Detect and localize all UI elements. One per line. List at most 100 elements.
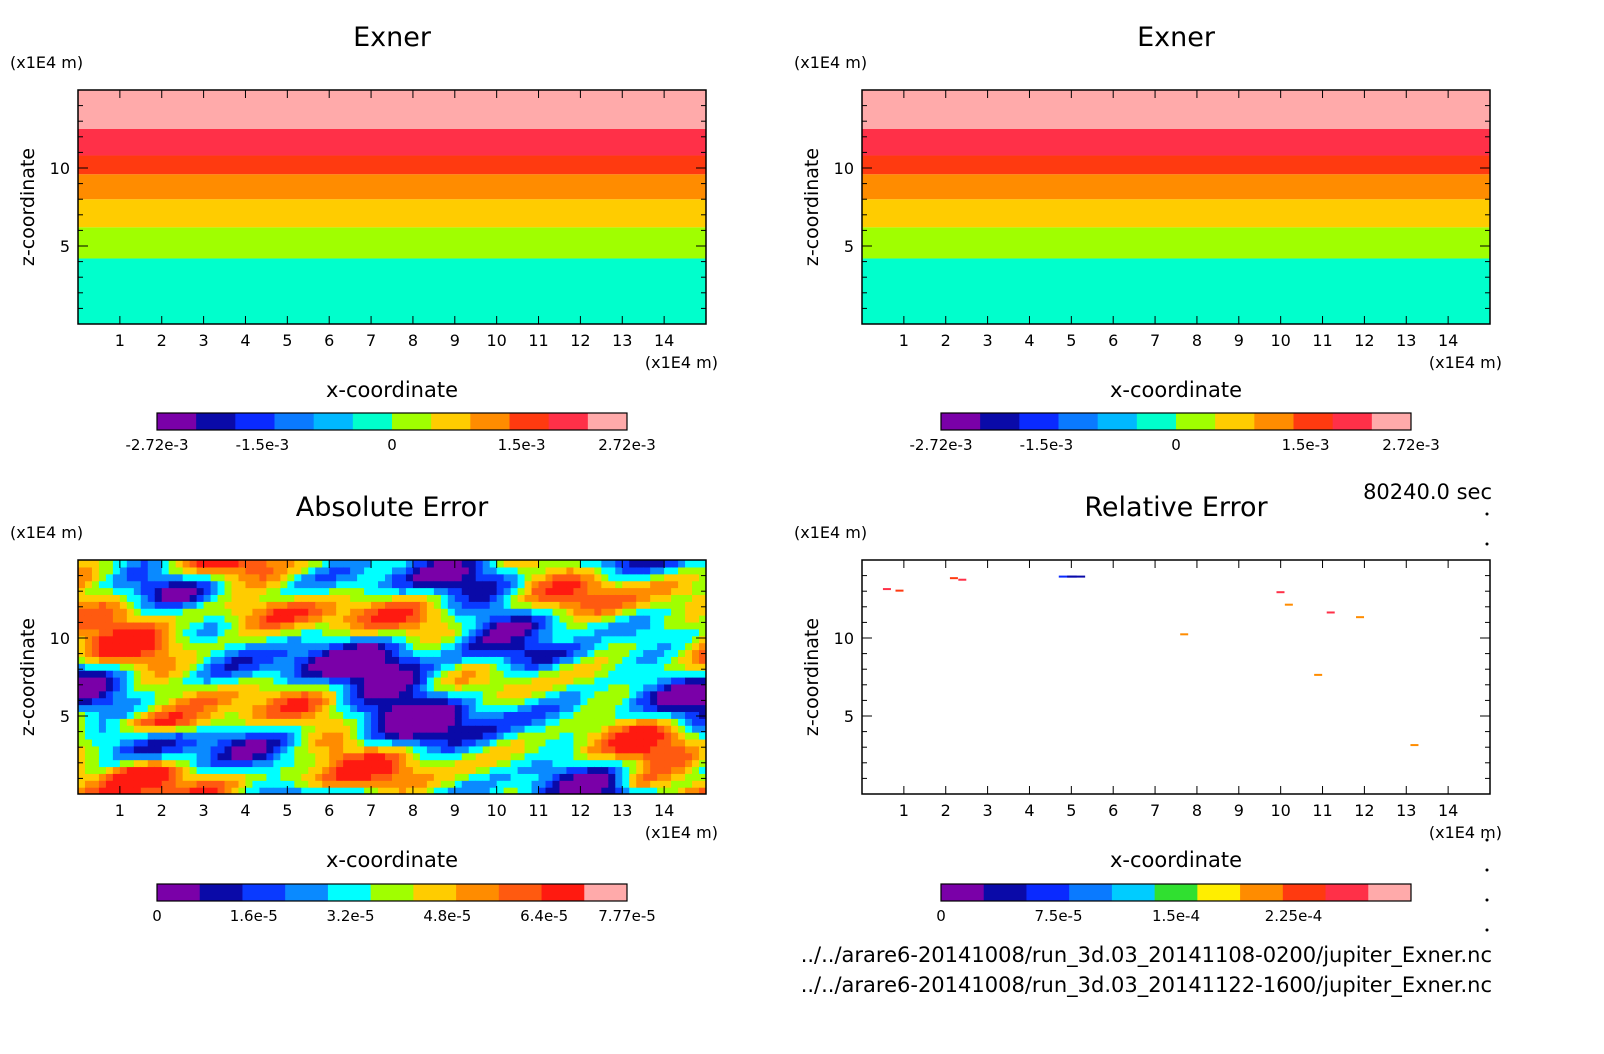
contour-cell (559, 621, 568, 630)
contour-cell (615, 759, 623, 768)
contour-cell (371, 773, 379, 781)
contour-cell (196, 670, 205, 678)
contour-cell (371, 690, 379, 699)
contour-cell (252, 566, 261, 575)
contour-cell (210, 752, 219, 761)
contour-cell (510, 690, 519, 699)
contour-cell (468, 566, 477, 575)
contour-cell (692, 704, 700, 713)
contour-cell (154, 787, 163, 794)
y-axis-label: z-coordinate (17, 148, 39, 266)
contour-cell (419, 745, 428, 754)
contour-cell (657, 690, 665, 699)
contour-cell (224, 608, 233, 616)
contour-cell (245, 697, 254, 706)
contour-cell (322, 601, 330, 609)
contour-cell (559, 587, 568, 596)
contour-cell (454, 560, 463, 568)
contour-cell (259, 725, 267, 733)
contour-cell (496, 711, 505, 719)
contour-cell (154, 573, 163, 582)
contour-cell (538, 628, 547, 637)
contour-cell (685, 683, 693, 692)
contour-cell (182, 601, 191, 609)
contour-cell (224, 649, 233, 657)
contour-cell (385, 573, 393, 582)
contour-cell (545, 745, 554, 754)
contour-cell (601, 635, 609, 644)
contour-cell (608, 725, 616, 733)
contour-cell (671, 752, 679, 761)
contour-cell (454, 663, 463, 671)
contour-cell (385, 621, 393, 630)
contour-cell (336, 635, 344, 644)
contour-cell (322, 787, 330, 794)
contour-cell (238, 752, 247, 761)
contour-cell (573, 711, 581, 719)
contour-cell (336, 670, 344, 678)
contour-cell (245, 677, 254, 685)
error-speck-11 (1356, 616, 1365, 619)
contour-cell (168, 560, 177, 568)
contour-cell (398, 787, 407, 794)
contour-cell (231, 560, 240, 568)
x-tick-label: 10 (486, 331, 506, 350)
contour-cell (454, 615, 463, 623)
contour-cell (622, 759, 630, 768)
contour-cell (252, 656, 261, 664)
contour-cell (119, 642, 128, 651)
contour-cell (545, 628, 554, 637)
contour-cell (524, 732, 533, 740)
contour-cell (601, 663, 609, 671)
contour-cell (364, 656, 372, 664)
contour-cell (182, 690, 191, 699)
contour-cell (238, 697, 247, 706)
contour-cell (587, 697, 595, 706)
contour-cell (322, 718, 330, 726)
colorbar-tick-label: 2.25e-4 (1265, 907, 1323, 925)
contour-cell (357, 663, 365, 671)
contour-cell (203, 711, 212, 719)
contour-cell (496, 725, 505, 733)
error-speck-10 (1326, 611, 1335, 614)
contour-cell (615, 628, 623, 637)
contour-cell (217, 759, 226, 768)
contour-cell (203, 663, 212, 671)
x-tick-label: 8 (408, 331, 418, 350)
contour-cell (119, 594, 128, 602)
contour-cell (378, 580, 386, 589)
contour-cell (238, 670, 247, 678)
contour-cell (419, 663, 428, 671)
contour-cell (357, 670, 365, 678)
contour-cell (287, 752, 295, 761)
contour-cell (126, 642, 135, 651)
contour-cell (154, 766, 163, 774)
contour-cell (454, 677, 463, 685)
contour-cell (140, 725, 149, 733)
contour-cell (601, 787, 609, 794)
contour-cell (217, 608, 226, 616)
contour-cell (203, 580, 212, 589)
contour-cell (224, 738, 233, 747)
contour-cell (671, 649, 679, 657)
colorbar-swatch (1368, 884, 1412, 901)
contour-cell (594, 690, 602, 699)
contour-cell (517, 697, 526, 706)
contour-cell (371, 697, 379, 706)
contour-cell (447, 628, 456, 637)
contour-cell (552, 759, 561, 768)
contour-cell (231, 573, 240, 582)
contour-cell (112, 573, 121, 582)
contour-cell (315, 738, 323, 747)
contour-cell (538, 656, 547, 664)
contour-cell (489, 725, 498, 733)
contour-cell (210, 787, 219, 794)
contour-cell (461, 738, 470, 747)
y-unit-label: (x1E4 m) (10, 523, 83, 542)
contour-cell (440, 738, 449, 747)
contour-cell (454, 718, 463, 726)
contour-cell (622, 690, 630, 699)
contour-cell (175, 628, 184, 637)
contour-cell (510, 745, 519, 754)
x-tick-label: 13 (1396, 331, 1416, 350)
